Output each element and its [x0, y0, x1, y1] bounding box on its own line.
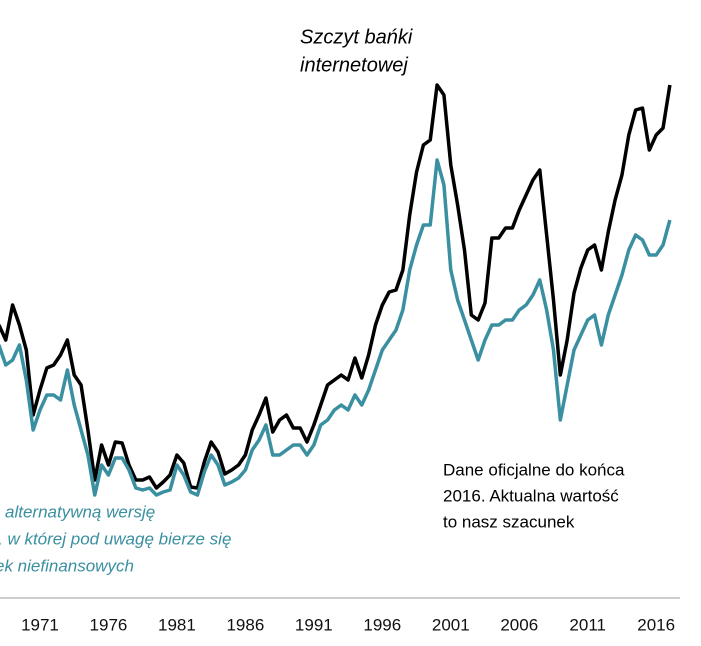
x-tick-label: 1976 [90, 615, 128, 634]
annotation: , w której pod uwagę bierze się [0, 529, 231, 548]
x-tick-label: 1981 [158, 615, 196, 634]
annotation: alternatywną wersję [5, 502, 155, 521]
x-tick-label: 1986 [226, 615, 264, 634]
x-tick-label: 2006 [500, 615, 538, 634]
series-line [0, 158, 672, 497]
x-tick-label: 1996 [363, 615, 401, 634]
annotation: Szczyt bańki [300, 26, 413, 48]
x-tick-label: 2001 [432, 615, 470, 634]
x-tick-label: 2016 [637, 615, 675, 634]
annotation: ek niefinansowych [0, 556, 134, 575]
annotation: to nasz szacunek [443, 512, 575, 531]
annotation: Dane oficjalne do końca [443, 460, 625, 479]
annotation: internetowej [300, 54, 408, 76]
x-tick-label: 1991 [295, 615, 333, 634]
x-tick-label: 2011 [569, 615, 606, 634]
annotation: 2016. Aktualna wartość [443, 486, 619, 505]
x-tick-label: 1971 [21, 615, 59, 634]
series-line [0, 83, 672, 490]
